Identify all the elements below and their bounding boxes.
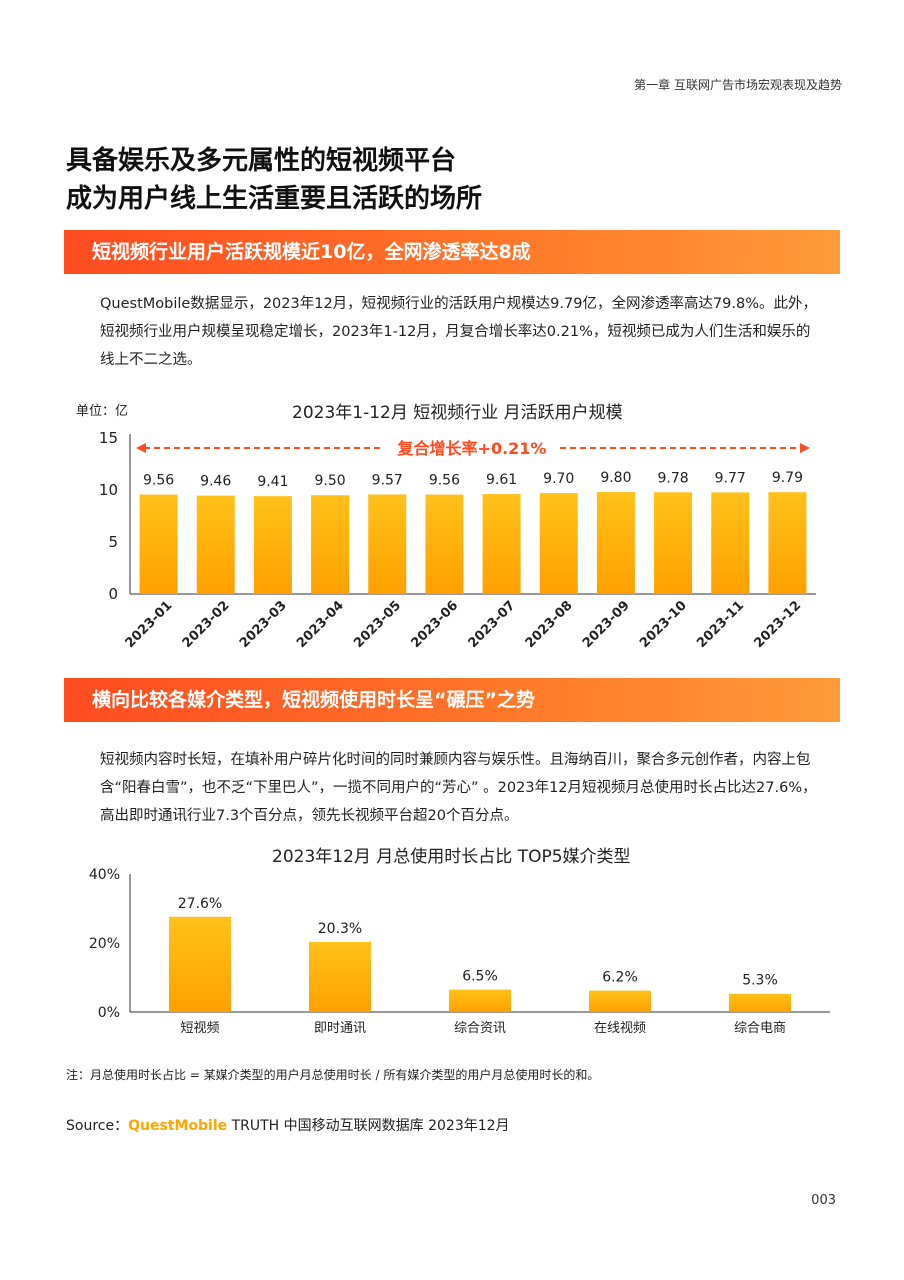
- chart1-value-label: 9.70: [543, 471, 574, 487]
- chart1-value-label: 9.77: [715, 470, 746, 486]
- chart1-x-tick-label: 2023-01: [123, 598, 176, 651]
- chart1-bar: [539, 493, 578, 594]
- page-title: 具备娱乐及多元属性的短视频平台 成为用户线上生活重要且活跃的场所: [66, 142, 482, 218]
- chart1-x-tick-label: 2023-06: [408, 598, 461, 651]
- chart2-y-tick-label: 40%: [89, 867, 120, 883]
- chart1-value-label: 9.46: [200, 474, 231, 490]
- section2-heading: 横向比较各媒介类型，短视频使用时长呈“碾压”之势: [64, 678, 840, 722]
- chart2-bar: [449, 989, 511, 1012]
- chart1-y-tick-label: 5: [108, 533, 118, 551]
- page-number: 003: [811, 1193, 836, 1208]
- chart1-bar: [711, 492, 750, 594]
- chart1-y-tick-label: 10: [99, 481, 118, 499]
- chart2-bar: [169, 916, 231, 1012]
- chart2-x-tick-label: 在线视频: [594, 1021, 646, 1036]
- footnote: 注：月总使用时长占比 = 某媒介类型的用户月总使用时长 / 所有媒介类型的用户月…: [66, 1068, 600, 1082]
- chart1-value-label: 9.56: [143, 473, 174, 489]
- chapter-header: 第一章 互联网广告市场宏观表现及趋势: [634, 78, 842, 92]
- page-title-line1: 具备娱乐及多元属性的短视频平台: [66, 146, 457, 176]
- chart1-arrowhead-right: [800, 443, 810, 453]
- chart2-value-label: 27.6%: [178, 896, 222, 912]
- chart1-value-label: 9.78: [657, 470, 688, 486]
- chart1-bar: [311, 495, 350, 594]
- chart2-y-tick-label: 0%: [98, 1005, 120, 1021]
- chart1-bar: [654, 492, 693, 594]
- chart1-bar: [196, 495, 235, 594]
- chart2-value-label: 20.3%: [318, 921, 362, 937]
- source-line: Source：QuestMobile TRUTH 中国移动互联网数据库 2023…: [66, 1115, 510, 1135]
- chart1-x-tick-label: 2023-10: [637, 598, 690, 651]
- chart2-bar: [589, 990, 651, 1012]
- chart2-title: 2023年12月 月总使用时长占比 TOP5媒介类型: [272, 847, 631, 867]
- chart2-bar: [309, 941, 371, 1012]
- chart2-value-label: 6.2%: [602, 970, 638, 986]
- chart1-x-tick-label: 2023-07: [466, 598, 519, 651]
- chart1-x-tick-label: 2023-03: [237, 598, 290, 651]
- chart1-value-label: 9.57: [372, 472, 403, 488]
- section1-paragraph-text: QuestMobile数据显示，2023年12月，短视频行业的活跃用户规模达9.…: [100, 296, 818, 368]
- chart1-unit-label: 单位：亿: [76, 404, 129, 419]
- chart2-y-tick-label: 20%: [89, 936, 120, 952]
- chart1-mau-bar-chart: 0 5 10 15 9.56 2023-01 9.46 2023-02 9.41 2023-03 9…: [99, 429, 816, 651]
- chart1-x-tick-label: 2023-12: [751, 598, 804, 651]
- chart1-value-label: 9.50: [314, 473, 345, 489]
- chart2-x-tick-label: 短视频: [180, 1021, 219, 1036]
- section2-paragraph: 短视频内容时长短，在填补用户碎片化时间的同时兼顾内容与娱乐性。且海纳百川，聚合多…: [100, 746, 820, 830]
- section2-paragraph-text: 短视频内容时长短，在填补用户碎片化时间的同时兼顾内容与娱乐性。且海纳百川，聚合多…: [100, 752, 817, 824]
- chart2-value-label: 5.3%: [742, 973, 778, 989]
- chart1-bar: [425, 494, 464, 594]
- chart1-y-tick-label: 15: [99, 429, 118, 447]
- chart2-usage-share-bar-chart: 0% 20% 40% 27.6% 短视频 20.3% 即时通讯 6.5% 综合资讯 6.2% 在线视…: [89, 867, 830, 1036]
- chart1-x-tick-label: 2023-09: [580, 598, 633, 651]
- chart2-x-tick-label: 综合资讯: [454, 1021, 506, 1036]
- chart1-bar: [482, 494, 521, 594]
- chart1-x-tick-label: 2023-11: [694, 598, 747, 651]
- chart1-bar: [596, 492, 635, 594]
- chart2-value-label: 6.5%: [462, 969, 498, 985]
- chart1-title: 2023年1-12月 短视频行业 月活跃用户规模: [292, 403, 623, 423]
- chart1-annotation: 复合增长率+0.21%: [397, 439, 547, 458]
- chart1-x-tick-label: 2023-04: [294, 598, 347, 651]
- chart1-arrowhead-left: [136, 443, 146, 453]
- chart1-y-tick-label: 0: [108, 585, 118, 603]
- chart1-value-label: 9.41: [257, 474, 288, 490]
- chart1-value-label: 9.79: [772, 470, 803, 486]
- chart1-x-tick-label: 2023-02: [180, 598, 233, 651]
- chart1-x-tick-label: 2023-05: [351, 598, 404, 651]
- chart2-x-tick-label: 综合电商: [734, 1021, 786, 1036]
- chart1-bar: [139, 494, 178, 594]
- chart1-value-label: 9.61: [486, 472, 517, 488]
- chart1-value-label: 9.56: [429, 473, 460, 489]
- chart1-bar: [253, 496, 292, 594]
- source-brand: QuestMobile: [128, 1118, 228, 1134]
- chart2-bar: [729, 993, 791, 1012]
- source-prefix: Source：: [66, 1118, 129, 1134]
- section1-heading: 短视频行业用户活跃规模近10亿，全网渗透率达8成: [64, 230, 840, 274]
- section1-paragraph: QuestMobile数据显示，2023年12月，短视频行业的活跃用户规模达9.…: [100, 290, 820, 374]
- chart1-x-tick-label: 2023-08: [523, 598, 576, 651]
- chart1-bar: [368, 494, 407, 594]
- page-title-line2: 成为用户线上生活重要且活跃的场所: [66, 184, 483, 214]
- chart2-x-tick-label: 即时通讯: [314, 1021, 366, 1036]
- chart1-value-label: 9.80: [600, 470, 631, 486]
- source-rest: TRUTH 中国移动互联网数据库 2023年12月: [227, 1118, 510, 1134]
- chart1-bar: [768, 492, 807, 594]
